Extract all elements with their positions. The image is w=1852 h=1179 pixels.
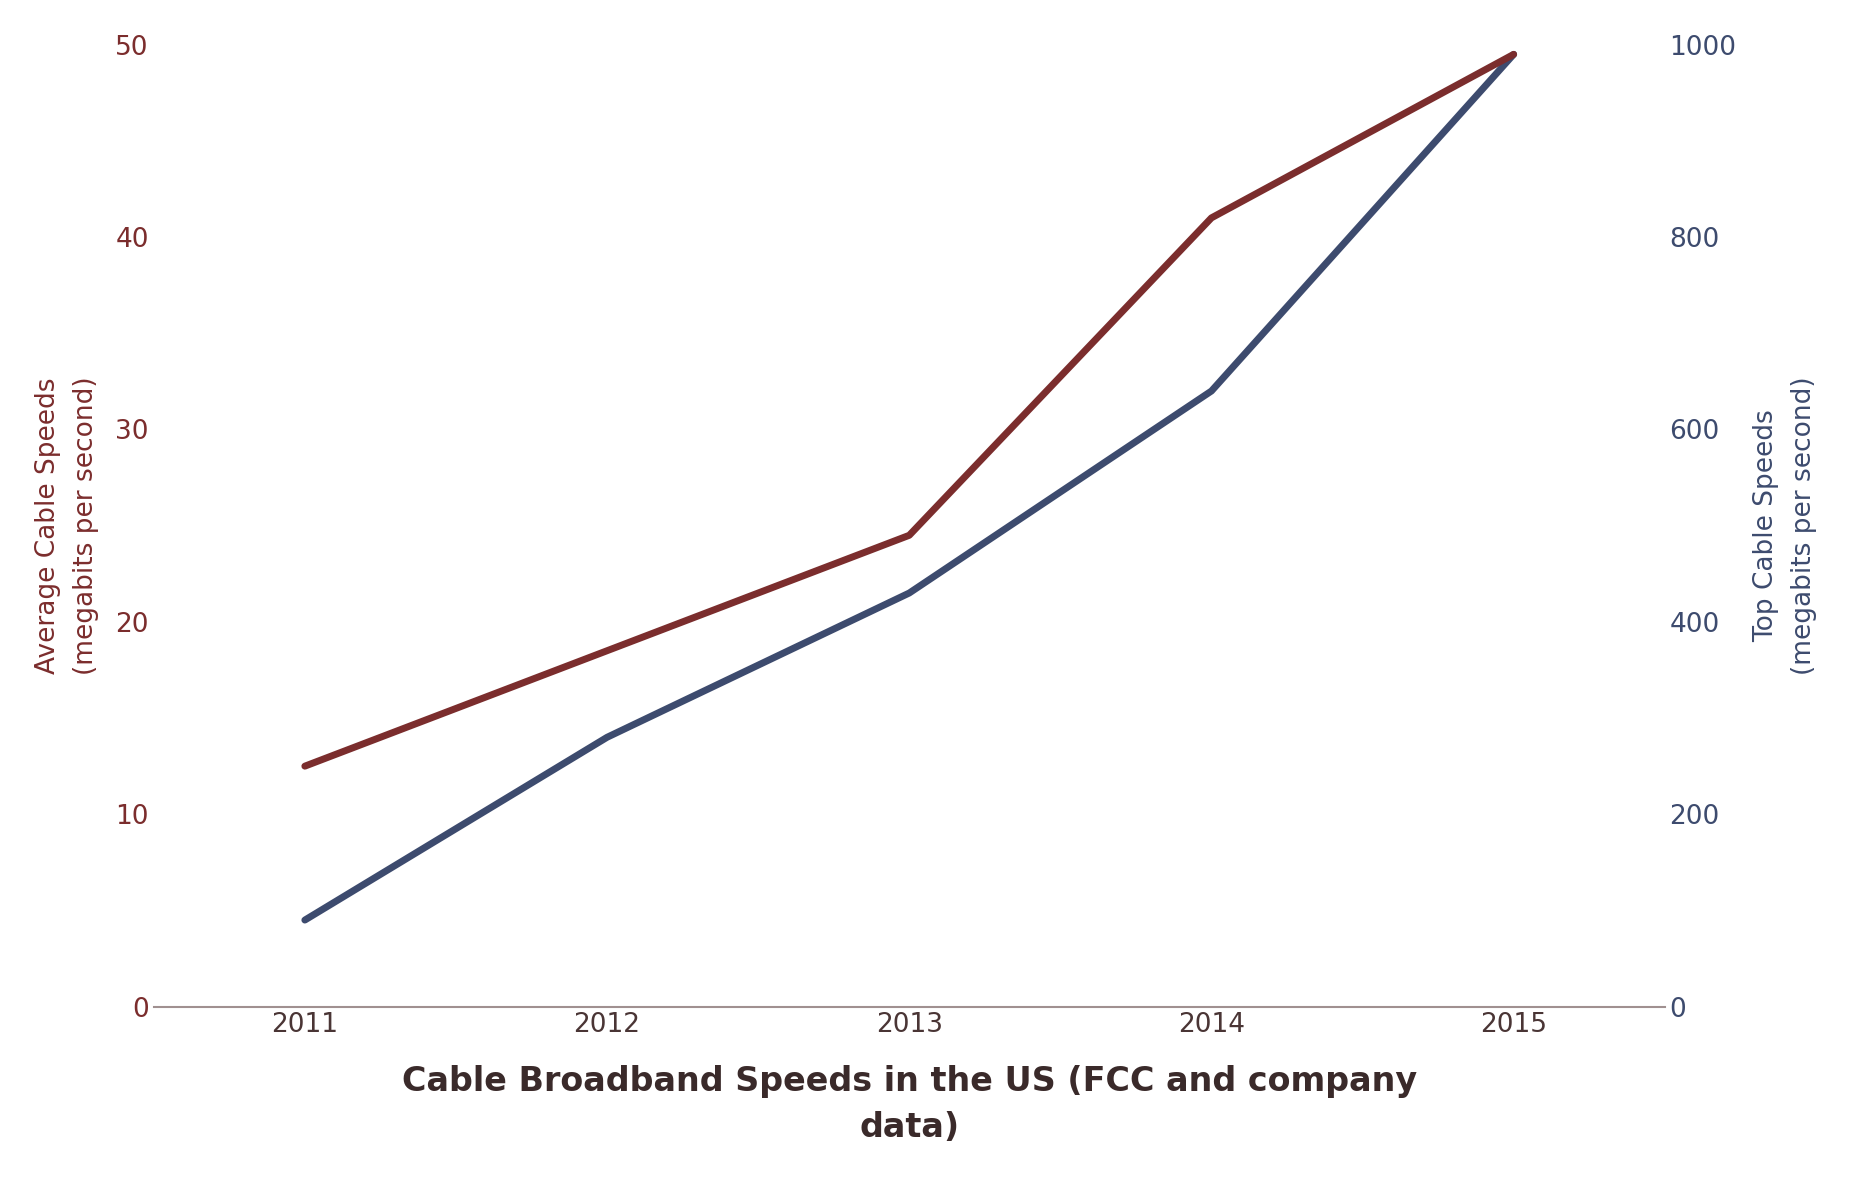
X-axis label: Cable Broadband Speeds in the US (FCC and company
data): Cable Broadband Speeds in the US (FCC an… bbox=[402, 1066, 1417, 1145]
Y-axis label: Average Cable Speeds
(megabits per second): Average Cable Speeds (megabits per secon… bbox=[35, 376, 98, 676]
Y-axis label: Top Cable Speeds
(megabits per second): Top Cable Speeds (megabits per second) bbox=[1754, 376, 1817, 676]
